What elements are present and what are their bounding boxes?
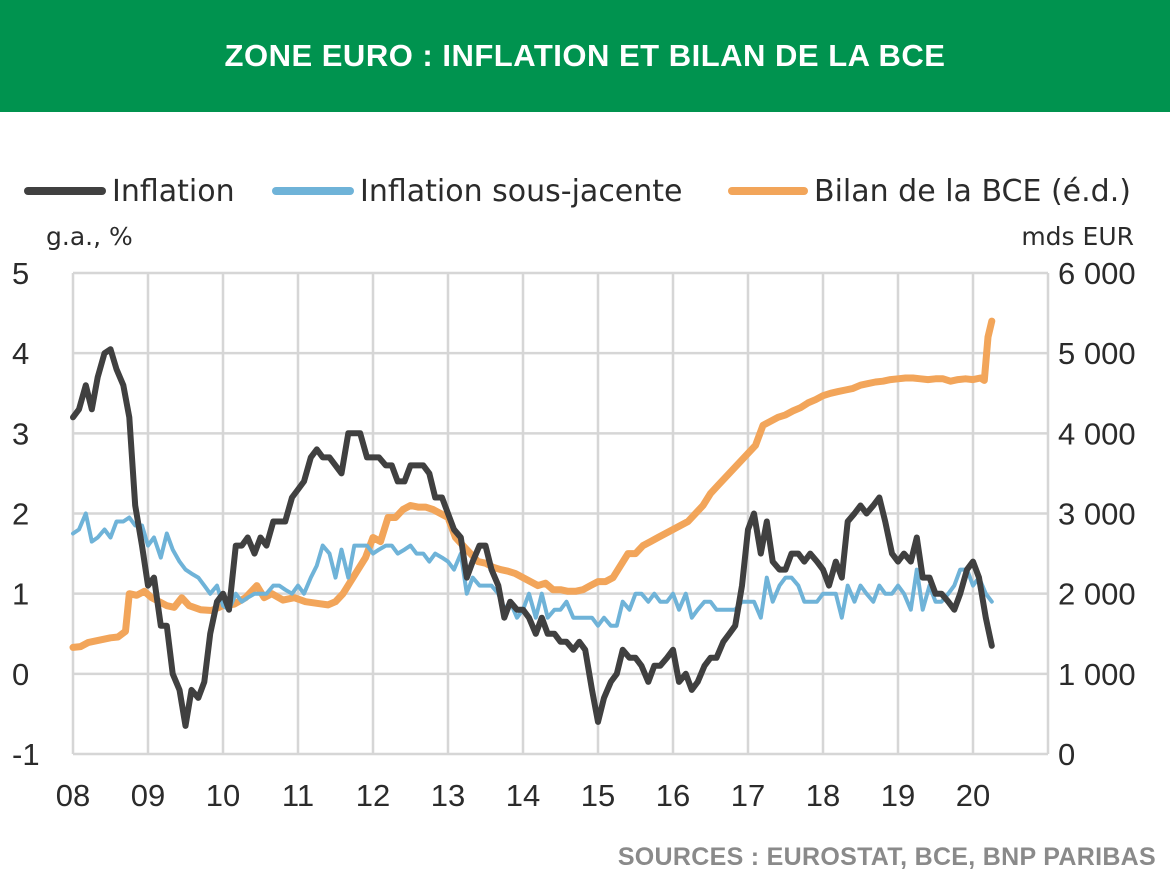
y-right-tick-label: 3 000 <box>1058 497 1136 532</box>
y-right-tick-label: 0 <box>1058 737 1075 772</box>
x-tick-label: 15 <box>581 778 615 813</box>
y-right-tick-label: 6 000 <box>1058 256 1136 291</box>
x-tick-label: 17 <box>731 778 765 813</box>
y-left-tick-label: 1 <box>12 577 29 612</box>
x-tick-label: 10 <box>206 778 240 813</box>
y-right-tick-label: 1 000 <box>1058 657 1136 692</box>
x-tick-label: 08 <box>56 778 90 813</box>
legend-label-ecb-balance: Bilan de la BCE (é.d.) <box>814 173 1131 209</box>
legend-item-ecb-balance: Bilan de la BCE (é.d.) <box>728 168 1131 214</box>
y-right-tick-label: 4 000 <box>1058 416 1136 451</box>
x-tick-label: 14 <box>506 778 540 813</box>
x-tick-label: 18 <box>806 778 840 813</box>
y-left-tick-label: -1 <box>12 737 40 772</box>
legend-swatch-ecb-balance <box>728 187 808 195</box>
series-line-inflation <box>70 346 995 729</box>
y-left-tick-label: 3 <box>12 416 29 451</box>
x-tick-label: 19 <box>881 778 915 813</box>
y-left-tick-label: 4 <box>12 336 29 371</box>
title-banner: ZONE EURO : INFLATION ET BILAN DE LA BCE <box>0 0 1170 112</box>
left-axis-unit: g.a., % <box>46 222 133 251</box>
source-note: SOURCES : EUROSTAT, BCE, BNP PARIBAS <box>617 843 1156 871</box>
x-tick-label: 13 <box>431 778 465 813</box>
legend-item-core-inflation: Inflation sous-jacente <box>272 168 683 214</box>
x-tick-label: 11 <box>282 778 314 813</box>
y-left-tick-label: 0 <box>12 657 29 692</box>
x-tick-label: 16 <box>656 778 690 813</box>
x-tick-label: 12 <box>356 778 390 813</box>
y-right-tick-label: 2 000 <box>1058 577 1136 612</box>
chart-legend: Inflation Inflation sous-jacente Bilan d… <box>0 168 1170 214</box>
x-tick-label: 09 <box>131 778 165 813</box>
y-right-tick-label: 5 000 <box>1058 336 1136 371</box>
y-left-tick-label: 2 <box>12 497 29 532</box>
legend-item-inflation: Inflation <box>24 168 235 214</box>
x-tick-label: 20 <box>956 778 990 813</box>
legend-label-inflation: Inflation <box>112 173 235 209</box>
legend-swatch-core-inflation <box>272 187 354 195</box>
legend-swatch-inflation <box>24 187 106 195</box>
chart-title: ZONE EURO : INFLATION ET BILAN DE LA BCE <box>224 38 946 73</box>
right-axis-unit: mds EUR <box>1021 222 1134 251</box>
y-left-tick-label: 5 <box>12 256 29 291</box>
legend-label-core-inflation: Inflation sous-jacente <box>360 173 683 209</box>
